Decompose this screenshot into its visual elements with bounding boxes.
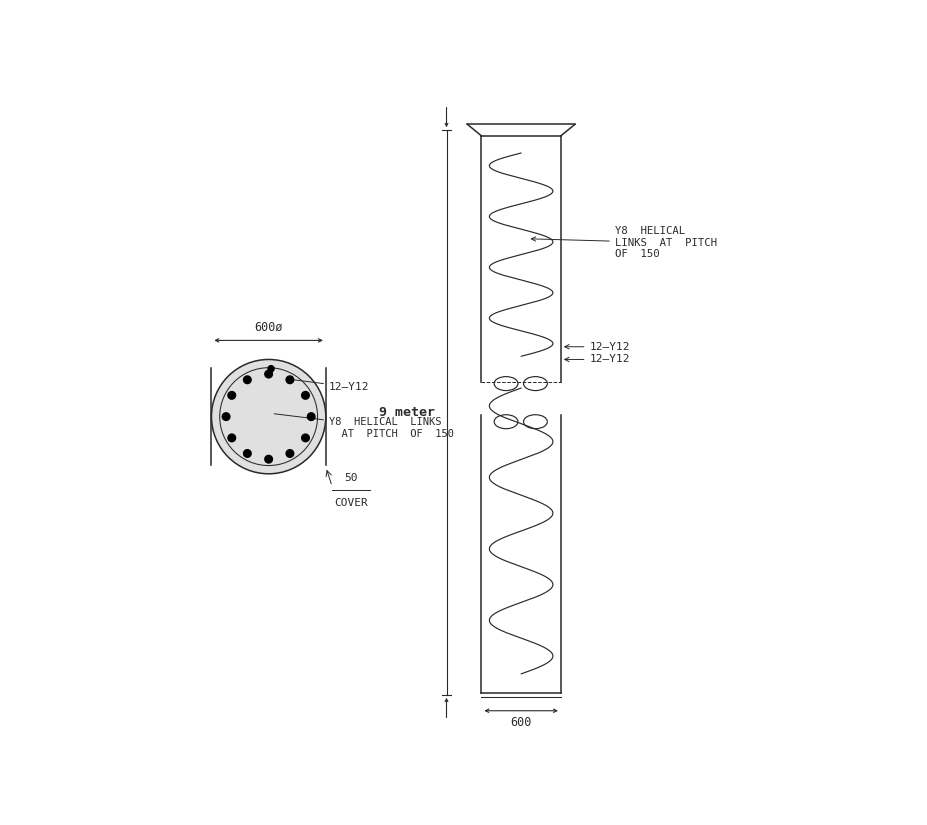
Circle shape — [265, 370, 273, 378]
Circle shape — [286, 450, 294, 457]
Circle shape — [265, 455, 273, 463]
Circle shape — [301, 434, 310, 441]
Text: 50: 50 — [345, 474, 358, 483]
Circle shape — [244, 376, 251, 384]
Text: Y8  HELICAL  LINKS
  AT  PITCH  OF  150: Y8 HELICAL LINKS AT PITCH OF 150 — [274, 414, 454, 439]
Text: 12–Y12: 12–Y12 — [286, 379, 370, 392]
Circle shape — [301, 392, 310, 399]
Text: 9 meter: 9 meter — [379, 406, 435, 419]
Circle shape — [228, 434, 235, 441]
Text: 12–Y12: 12–Y12 — [565, 342, 630, 351]
Circle shape — [244, 450, 251, 457]
Circle shape — [211, 360, 325, 474]
Text: 12–Y12: 12–Y12 — [565, 355, 630, 365]
Text: Y8  HELICAL
LINKS  AT  PITCH
OF  150: Y8 HELICAL LINKS AT PITCH OF 150 — [531, 226, 717, 259]
Text: COVER: COVER — [335, 498, 368, 508]
Circle shape — [286, 376, 294, 384]
Circle shape — [308, 412, 315, 421]
Text: 600: 600 — [511, 716, 532, 729]
Text: 600ø: 600ø — [254, 321, 283, 334]
Circle shape — [222, 412, 230, 421]
Circle shape — [268, 365, 274, 372]
Circle shape — [228, 392, 235, 399]
